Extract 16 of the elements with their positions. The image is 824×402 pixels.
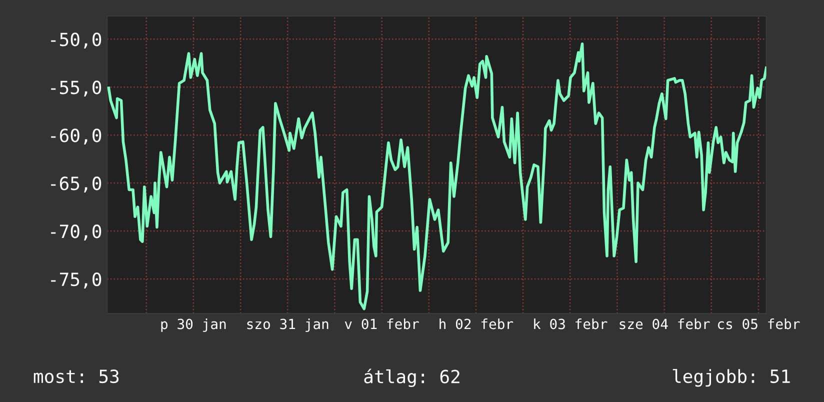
y-tick-label: -55,0 bbox=[51, 80, 102, 97]
x-tick-label: k 03 febr bbox=[534, 318, 608, 330]
x-tick-label: szo 31 jan bbox=[247, 318, 328, 332]
y-tick-label: -75,0 bbox=[51, 272, 102, 288]
y-tick-label: -70,0 bbox=[51, 224, 102, 240]
text: most: 53 bbox=[34, 370, 119, 384]
x-tick-label: sze 04 febr bbox=[620, 318, 710, 330]
y-tick-label: -65,0 bbox=[51, 176, 102, 192]
x-tick-label: v 01 febr bbox=[344, 318, 419, 330]
y-tick-label: -50,0 bbox=[51, 32, 102, 49]
x-tick-label: p 30 jan bbox=[161, 318, 226, 332]
text: átlag: 62 bbox=[364, 368, 460, 388]
text: legjobb: 51 bbox=[672, 369, 790, 387]
x-tick-label: cs 05 febr bbox=[718, 318, 800, 330]
x-tick-label: h 02 febr bbox=[440, 318, 514, 330]
y-tick-label: -60,0 bbox=[51, 128, 102, 145]
